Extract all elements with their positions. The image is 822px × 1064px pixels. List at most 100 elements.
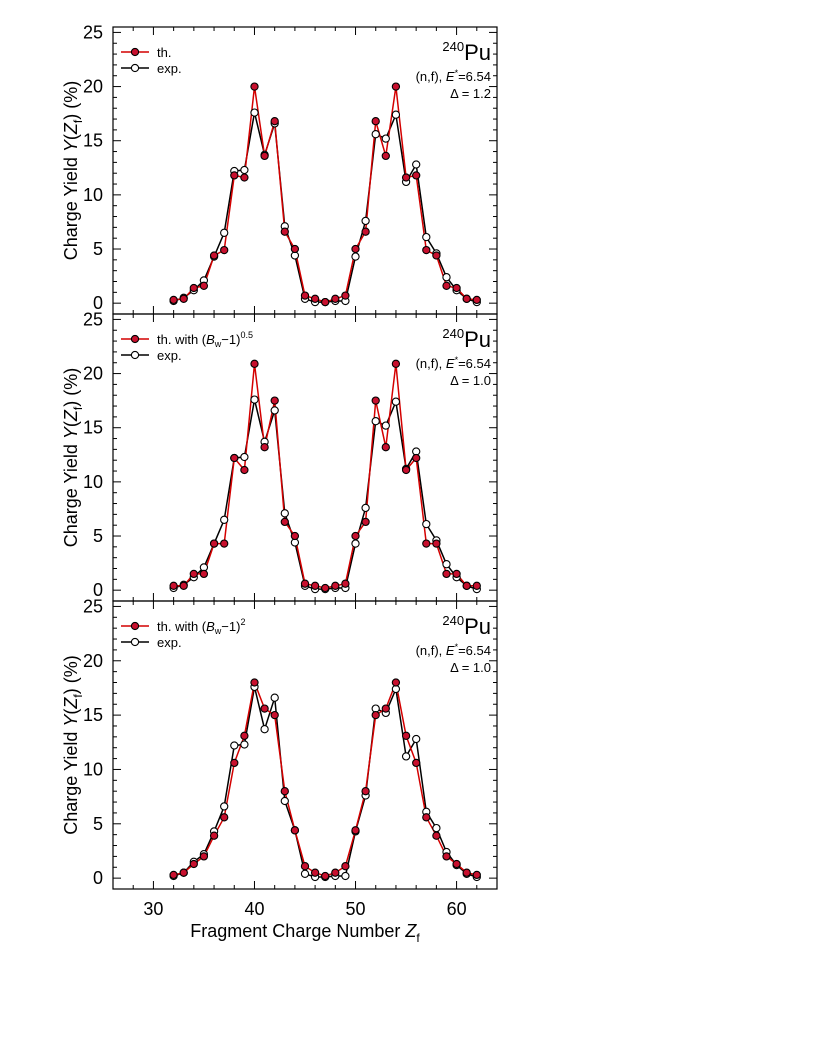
y-tick-label: 25 [83, 596, 103, 616]
theory-point [422, 813, 431, 822]
theory-point [432, 831, 441, 840]
theory-point [442, 281, 451, 290]
nucleus-mass: 240 [442, 39, 464, 54]
theory-point [462, 581, 471, 590]
y-axis-label: Charge Yield Y(Zf) (%) [61, 368, 85, 547]
theory-point [321, 297, 330, 307]
experiment-point [432, 823, 441, 833]
delta-label: Δ = 1.0 [450, 373, 491, 388]
experiment-point [250, 395, 259, 404]
y-axis-label-sub: f [71, 694, 85, 698]
theory-point [381, 443, 390, 452]
nucleus-label: 240Pu [442, 39, 491, 65]
experiment-point [230, 741, 239, 750]
energy-value: =6.54 [458, 69, 491, 84]
y-axis-label-paren: ( [61, 134, 81, 140]
energy-value: =6.54 [458, 356, 491, 371]
x-axis-label-sub: f [416, 931, 420, 945]
theory-series-line [173, 679, 477, 877]
energy-var: E [446, 356, 455, 371]
theory-point [371, 117, 380, 126]
y-axis-label-text: Charge Yield [61, 152, 81, 260]
y-tick-label: 10 [83, 759, 103, 779]
theory-point [209, 539, 219, 548]
y-axis-label-y: Y [61, 713, 81, 727]
theory-point [391, 82, 401, 91]
legend-exp-label: exp. [157, 635, 182, 650]
energy-value: =6.54 [458, 643, 491, 658]
theory-point [452, 859, 461, 869]
experiment-point [371, 130, 380, 139]
y-axis-label-y: Y [61, 425, 81, 439]
theory-point [462, 294, 471, 303]
experiment-series-line [173, 398, 478, 590]
y-tick-label: 20 [83, 77, 103, 97]
nucleus-symbol: Pu [464, 327, 491, 352]
y-tick-label: 15 [83, 705, 103, 725]
legend-theory-label: th. [157, 45, 171, 60]
reaction-label: (n,f), E*=6.54 [416, 355, 491, 371]
nucleus-mass: 240 [442, 613, 464, 628]
theory-point [270, 710, 279, 720]
theory-point [412, 758, 421, 768]
experiment-point [391, 397, 401, 406]
experiment-series-line [173, 111, 478, 303]
experiment-point [240, 165, 249, 175]
experiment-point [220, 802, 229, 811]
energy-var: E [446, 69, 455, 84]
theory-point [270, 396, 279, 405]
legend-theory-text: th. with ( [157, 619, 207, 634]
theory-point [300, 862, 310, 871]
legend-theory-sup: 2 [240, 617, 245, 627]
theory-point [270, 117, 279, 126]
nucleus-mass: 240 [442, 326, 464, 341]
experiment-point [280, 509, 289, 518]
reaction-prefix: (n,f), [416, 356, 446, 371]
theory-point [230, 453, 239, 463]
legend-exp-marker [130, 350, 140, 360]
theory-point [260, 151, 269, 161]
theory-point [290, 244, 300, 254]
theory-point [230, 758, 239, 768]
experiment-point [442, 560, 451, 569]
theory-point [442, 852, 451, 861]
theory-point [189, 859, 198, 869]
y-axis-label-sub: f [71, 406, 85, 410]
theory-point [422, 539, 431, 548]
experiment-point [381, 134, 390, 143]
theory-point [432, 539, 441, 548]
legend-theory-label: th. with (Bw−1)2 [157, 617, 245, 636]
theory-point [472, 870, 481, 880]
theory-point [240, 465, 249, 475]
theory-point [391, 678, 401, 687]
energy-sup: * [455, 642, 459, 652]
y-axis-label-suffix: ) (%) [61, 368, 81, 407]
y-axis-label: Charge Yield Y(Zf) (%) [61, 655, 85, 834]
theory-point [240, 731, 249, 740]
theory-point [381, 704, 390, 713]
theory-point [341, 862, 350, 871]
legend-theory-tail: −1) [221, 332, 240, 347]
theory-point [371, 396, 380, 405]
theory-point [199, 569, 209, 579]
legend-theory-sub: w [214, 626, 222, 636]
theory-point [220, 245, 229, 255]
theory-series-line [173, 363, 477, 589]
theory-point [280, 517, 289, 527]
theory-point [169, 295, 178, 305]
y-tick-label: 20 [83, 651, 103, 671]
theory-point [189, 569, 198, 579]
y-axis-label-y: Y [61, 138, 81, 152]
experiment-point [300, 869, 310, 878]
y-axis-label-paren: ( [61, 709, 81, 715]
experiment-point [361, 216, 370, 226]
legend-theory-tail: −1) [221, 619, 240, 634]
theory-point [260, 443, 269, 452]
theory-point [169, 581, 178, 590]
panel-3: 0 5 10 15 20 25 30 40 50 60 Fragment Charge Number… [61, 596, 498, 945]
theory-point [341, 291, 350, 300]
legend-exp-label: exp. [157, 348, 182, 363]
energy-sup: * [455, 355, 459, 365]
legend-theory-var: B [206, 619, 215, 634]
theory-point [361, 517, 370, 527]
